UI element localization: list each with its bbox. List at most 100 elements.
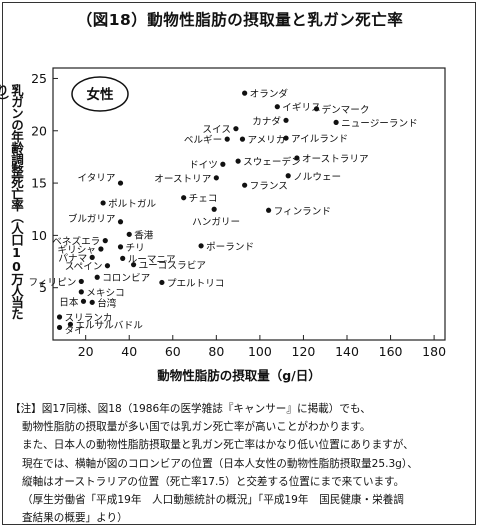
y-tick-label: 20	[31, 123, 47, 138]
scatter-chart: 20 40 60 80 100 120 140 160 180 5 10 15 20 25 動物性脂肪の摂取…	[29, 67, 446, 383]
point-label: フランス	[250, 181, 288, 192]
data-point	[89, 299, 95, 305]
point-label: 日本	[59, 296, 79, 308]
note-line: 査結果の概要」より）	[22, 512, 128, 525]
point-label: スウェーデン	[243, 156, 301, 168]
point-label: オーストラリア	[302, 154, 369, 165]
point-label: スペイン	[65, 262, 103, 273]
data-point	[117, 180, 124, 186]
data-point	[333, 119, 339, 125]
data-point	[130, 262, 137, 268]
figure-frame	[2, 2, 476, 525]
point-label: チェコ	[189, 194, 218, 205]
data-point	[198, 243, 204, 249]
point-label: ニュージーランド	[341, 118, 418, 129]
point-label: ブルガリア	[68, 213, 116, 225]
panel-label-circle	[71, 76, 129, 112]
data-point	[235, 158, 241, 164]
point-label: ベネズエラ	[52, 236, 100, 248]
point-label: ドイツ	[189, 160, 218, 171]
data-point	[94, 274, 100, 280]
panel-label: 女性	[87, 86, 114, 103]
y-tick-label: 15	[31, 176, 47, 191]
point-label: 台湾	[97, 297, 117, 309]
data-point	[117, 244, 124, 250]
point-label: ポーランド	[206, 242, 254, 253]
data-point	[274, 104, 280, 110]
point-label: タイ	[65, 325, 84, 336]
x-tick-label: 80	[208, 344, 224, 359]
data-point	[220, 161, 226, 167]
data-point	[239, 136, 246, 142]
point-label: スリランカ	[65, 313, 113, 324]
point-label: アメリカ	[247, 135, 285, 146]
point-label: エルサルバドル	[75, 320, 143, 331]
point-label: ルーマニア	[128, 254, 176, 265]
data-point	[102, 238, 108, 244]
note-line: （厚生労働省「平成19年 人口動態統計の概況」「平成19年 国民健康・栄養調	[22, 494, 404, 507]
plot-area-border	[52, 67, 446, 341]
point-label: 香港	[134, 229, 154, 241]
point-label: イギリス	[282, 103, 320, 114]
point-label: ベルギー	[184, 135, 222, 146]
point-label: オランダ	[250, 88, 289, 100]
data-point	[117, 219, 124, 225]
x-tick-label: 20	[78, 344, 94, 359]
point-label: フィンランド	[274, 206, 331, 217]
x-tick-label: 160	[379, 344, 403, 359]
point-label: イタリア	[78, 173, 116, 184]
data-point	[89, 254, 95, 260]
data-point	[283, 135, 289, 141]
note-line: また、日本人の動物性脂肪摂取量と乳ガン死亡率はかなり低い位置にありますが、	[22, 439, 414, 452]
note-line: 【注】図17同様、図18（1986年の医学雑誌『キャンサー』に掲載）でも、	[10, 403, 371, 415]
point-label: カナダ	[252, 115, 281, 127]
point-label: スイス	[202, 125, 231, 136]
data-point	[181, 195, 187, 201]
point-label: パナマ	[58, 253, 87, 264]
data-point	[213, 175, 219, 181]
note-line: 現在では、横軸が図のコロンビアの位置（日本人女性の動物性脂肪摂取量25.3g）、	[22, 457, 418, 470]
y-tick-label: 10	[31, 228, 47, 243]
point-label: ノルウェー	[293, 172, 341, 183]
data-point	[283, 117, 289, 123]
data-point	[211, 206, 217, 212]
figure-title: （図18）動物性脂肪の摂取量と乳ガン死亡率	[76, 11, 404, 29]
data-point	[294, 155, 300, 161]
data-point	[56, 314, 63, 320]
point-label: デンマーク	[322, 104, 370, 116]
point-label: ユーゴスラビア	[139, 260, 206, 272]
data-point	[78, 289, 84, 295]
point-label: メキシコ	[86, 288, 124, 299]
x-tick-label: 140	[335, 344, 359, 359]
data-point	[104, 263, 111, 269]
point-label: ギリシャ	[58, 245, 96, 256]
data-point	[285, 173, 291, 179]
footnote: 【注】図17同様、図18（1986年の医学雑誌『キャンサー』に掲載）でも、 動物…	[10, 400, 470, 527]
point-label: オーストリア	[154, 174, 211, 185]
y-tick-label: 25	[31, 71, 47, 86]
note-line: 動物性脂肪の摂取量が多い国では乳ガン死亡率が高いことがわかります。	[22, 421, 371, 434]
x-tick-label: 180	[422, 344, 446, 359]
x-tick-label: 60	[165, 344, 181, 359]
data-point	[224, 136, 230, 142]
data-point	[56, 324, 63, 331]
data-point	[78, 278, 84, 285]
data-point	[159, 279, 165, 286]
data-point	[126, 231, 132, 237]
data-point	[313, 106, 320, 112]
point-label: プエルトリコ	[167, 278, 225, 289]
data-point	[120, 255, 126, 261]
x-axis-label: 動物性脂肪の摂取量（g/日）	[157, 368, 321, 383]
point-label: コロンビア	[102, 273, 150, 284]
point-label: ポルトガル	[108, 199, 156, 210]
data-point	[98, 246, 104, 252]
y-axis-label: 乳ガンの年齢調整死亡率（人口10万人当たり）	[0, 84, 24, 319]
note-line: 縦軸はオーストラリアの位置（死亡率17.5）と交差する位置にまで来ています。	[22, 475, 405, 488]
data-point	[242, 182, 248, 188]
data-point	[242, 90, 248, 96]
data-point	[100, 200, 106, 206]
y-tick-label: 5	[39, 280, 47, 295]
point-label: チリ	[126, 243, 145, 254]
data-point	[67, 321, 74, 327]
data-point	[266, 207, 272, 213]
